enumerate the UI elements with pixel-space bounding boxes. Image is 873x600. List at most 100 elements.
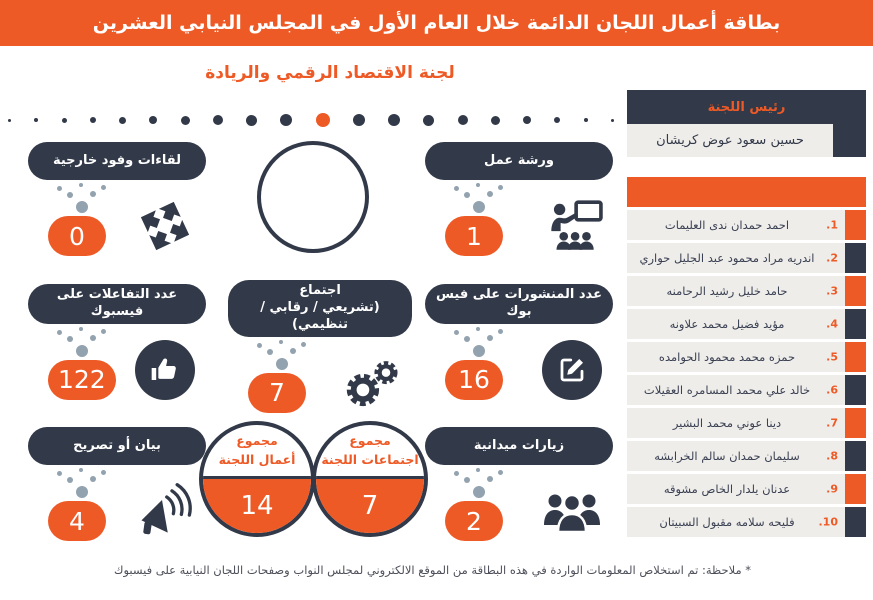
- progress-dot: [61, 117, 67, 123]
- member-strip: [845, 342, 866, 372]
- four-way-arrows-icon: [132, 194, 198, 258]
- stat-value: 2: [445, 501, 503, 541]
- progress-dot-active: [315, 113, 330, 127]
- stat-value: 122: [48, 359, 116, 400]
- member-row: حمزه محمد محمود الحوامده .5: [627, 342, 866, 372]
- member-name: حمزه محمد محمود الحوامده: [658, 349, 796, 364]
- total-meetings-value: 7: [316, 479, 424, 533]
- stat-card-fb-posts: عدد المنشورات على فيس بوك 16: [425, 284, 613, 408]
- total-works-circle: مجموع أعمال اللجنة 14: [199, 421, 315, 537]
- stat-label: عدد التفاعلات على فيسبوك: [28, 284, 206, 324]
- stat-value: 0: [48, 216, 106, 256]
- total-works-label: مجموع: [236, 432, 278, 448]
- logo-placeholder-circle: [257, 141, 369, 253]
- people-icon: [539, 479, 605, 543]
- stat-card-meetings: اجتماع (تشريعي / رقابي / تنظيمي) 7: [228, 280, 412, 421]
- stat-value: 4: [48, 501, 106, 541]
- member-strip: [845, 408, 866, 438]
- member-number: .4: [826, 317, 838, 331]
- stat-label: زيارات ميدانية: [425, 427, 613, 465]
- member-name: حامد خليل رشيد الرحامنه: [666, 283, 788, 298]
- presentation-icon: [539, 194, 605, 258]
- member-strip: [845, 210, 866, 240]
- progress-dot: [352, 114, 365, 126]
- progress-dot: [554, 117, 561, 123]
- stat-label: ورشة عمل: [425, 142, 613, 180]
- progress-dot: [457, 115, 468, 125]
- progress-dot: [149, 116, 158, 124]
- member-strip: [845, 441, 866, 471]
- funnel-dots-icon: [452, 467, 510, 501]
- member-strip: [845, 276, 866, 306]
- stat-card-field-visits: زيارات ميدانية 2: [425, 427, 613, 549]
- progress-dot: [34, 118, 39, 122]
- member-row: سليمان حمدان سالم الخرابشه .8: [627, 441, 866, 471]
- stat-card-statement: بيان أو تصريح 4: [28, 427, 206, 549]
- progress-dot: [610, 118, 614, 122]
- total-meetings-circle: مجموع اجتماعات اللجنة 7: [312, 421, 428, 537]
- member-number: .10: [818, 515, 839, 529]
- member-row: خالد علي محمد المسامره العقيلات .6: [627, 375, 866, 405]
- progress-dot: [180, 115, 190, 125]
- member-row: دينا عوني محمد البشير .7: [627, 408, 866, 438]
- progress-dot: [490, 115, 500, 125]
- stat-card-fb-interactions: عدد التفاعلات على فيسبوك 122: [28, 284, 206, 408]
- stat-label: بيان أو تصريح: [28, 427, 206, 465]
- stat-card-delegations: لقاءات وفود خارجية 0: [28, 142, 206, 264]
- page-title: بطاقة أعمال اللجان الدائمة خلال العام ال…: [0, 0, 873, 46]
- progress-dot: [8, 118, 11, 122]
- thumbs-up-icon: [132, 338, 198, 402]
- member-row: عدنان يلدار الخاص مشوقه .9: [627, 474, 866, 504]
- member-number: .3: [826, 284, 838, 298]
- megaphone-icon: [132, 479, 198, 543]
- member-name: عدنان يلدار الخاص مشوقه: [663, 481, 791, 496]
- edit-icon: [539, 338, 605, 402]
- funnel-dots-icon: [55, 467, 113, 501]
- gears-icon: [338, 351, 404, 415]
- progress-dot: [119, 116, 126, 124]
- progress-dot: [583, 118, 588, 122]
- members-header-bar: [627, 177, 866, 207]
- progress-dot: [280, 114, 293, 126]
- total-works-value: 14: [203, 479, 311, 533]
- funnel-dots-icon: [452, 182, 510, 216]
- chairman-title: رئيس اللجنة: [627, 90, 866, 124]
- member-number: .8: [826, 449, 838, 463]
- stat-label: لقاءات وفود خارجية: [28, 142, 206, 180]
- progress-dot: [388, 114, 400, 126]
- member-number: .1: [826, 218, 838, 232]
- funnel-dots-icon: [55, 182, 113, 216]
- member-row: اندريه مراد محمود عبد الجليل حواري .2: [627, 243, 866, 273]
- chairman-name: حسين سعود عوض كريشان: [627, 124, 833, 157]
- member-row: احمد حمدان ندى العليمات .1: [627, 210, 866, 240]
- stat-card-workshop: ورشة عمل 1: [425, 142, 613, 264]
- member-number: .6: [826, 383, 838, 397]
- member-name: مؤيد فضيل محمد علاونه: [669, 316, 785, 331]
- stat-label: اجتماع (تشريعي / رقابي / تنظيمي): [228, 280, 412, 337]
- member-strip: [845, 375, 866, 405]
- member-strip: [845, 507, 866, 537]
- stat-value: 7: [248, 372, 306, 413]
- member-name: دينا عوني محمد البشير: [672, 415, 782, 430]
- member-name: اندريه مراد محمود عبد الجليل حواري: [639, 250, 815, 265]
- member-number: .5: [826, 350, 838, 364]
- progress-dot: [89, 117, 96, 123]
- member-strip: [845, 474, 866, 504]
- funnel-dots-icon: [55, 326, 113, 360]
- member-strip: [845, 243, 866, 273]
- progress-dot: [212, 115, 223, 125]
- progress-dot: [523, 116, 531, 124]
- member-name: خالد علي محمد المسامره العقيلات: [643, 382, 811, 397]
- committee-name: لجنة الاقتصاد الرقمي والريادة: [205, 63, 455, 83]
- progress-dot: [423, 114, 435, 126]
- funnel-dots-icon: [452, 326, 510, 360]
- member-strip: [845, 309, 866, 339]
- progress-dot: [246, 114, 257, 126]
- progress-dots: [8, 107, 614, 133]
- stat-label: عدد المنشورات على فيس بوك: [425, 284, 613, 324]
- member-name: فليحه سلامه مقبول السبيتان: [659, 514, 795, 529]
- member-number: .9: [826, 482, 838, 496]
- member-number: .2: [826, 251, 838, 265]
- member-row: فليحه سلامه مقبول السبيتان .10: [627, 507, 866, 537]
